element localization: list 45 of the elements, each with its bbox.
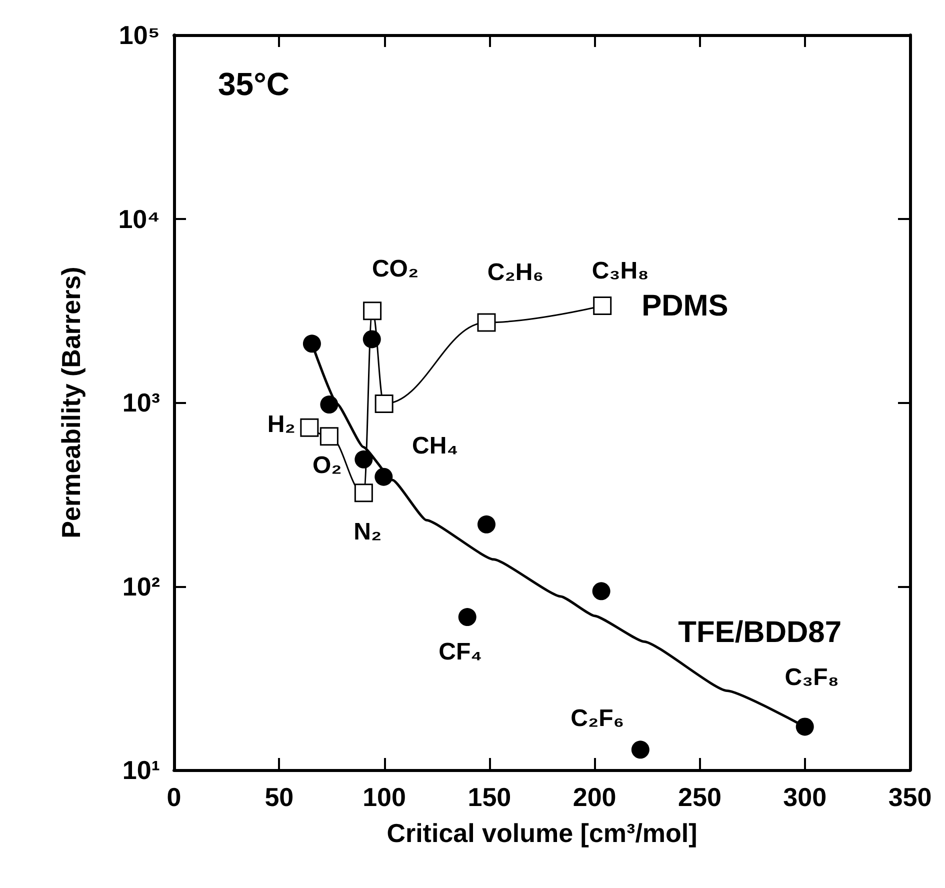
y-tick-label: 10¹ xyxy=(122,755,160,785)
point xyxy=(302,334,321,353)
annotation: CF₄ xyxy=(438,638,482,666)
x-tick-label: 0 xyxy=(166,782,182,812)
annotation: C₃F₈ xyxy=(784,664,840,692)
point xyxy=(592,582,610,600)
series-label: PDMS xyxy=(642,289,728,322)
x-tick-label: 300 xyxy=(783,782,827,812)
point xyxy=(320,427,338,446)
point xyxy=(477,313,496,332)
y-tick-label: 10⁴ xyxy=(118,204,160,234)
y-tick-label: 10⁵ xyxy=(118,20,160,50)
annotation: C₂H₆ xyxy=(487,259,544,286)
x-tick-label: 200 xyxy=(572,782,616,812)
point xyxy=(363,302,382,320)
annotation: N₂ xyxy=(354,518,382,546)
annotation: H₂ xyxy=(267,411,296,438)
point xyxy=(300,418,319,437)
point xyxy=(796,718,814,736)
x-axis-title: Critical volume [cm³/mol] xyxy=(386,818,698,848)
point xyxy=(458,608,476,626)
y-tick-label: 10³ xyxy=(122,388,160,418)
annotation: O₂ xyxy=(312,452,342,479)
point xyxy=(478,515,496,534)
annotation: C₃H₈ xyxy=(592,257,649,284)
x-tick-label: 100 xyxy=(362,782,406,812)
x-tick-label: 150 xyxy=(468,782,512,812)
annotation: CO₂ xyxy=(372,255,419,282)
x-tick-label: 350 xyxy=(888,782,932,812)
y-axis-title: Permeability (Barrers) xyxy=(56,266,86,538)
x-tick-label: 250 xyxy=(678,782,722,812)
point xyxy=(320,396,338,414)
annotation: 35°C xyxy=(218,66,290,102)
y-tick-label: 10² xyxy=(122,571,160,602)
text: TFE/BDD87 xyxy=(678,616,842,650)
point xyxy=(374,394,394,414)
point xyxy=(631,740,650,759)
point xyxy=(362,330,381,348)
point xyxy=(374,468,393,486)
point xyxy=(354,484,373,502)
annotation: CH₄ xyxy=(412,432,458,460)
point xyxy=(593,296,612,316)
x-tick-label: 50 xyxy=(264,782,294,812)
point xyxy=(354,450,373,468)
annotation: C₂F₆ xyxy=(570,705,624,732)
